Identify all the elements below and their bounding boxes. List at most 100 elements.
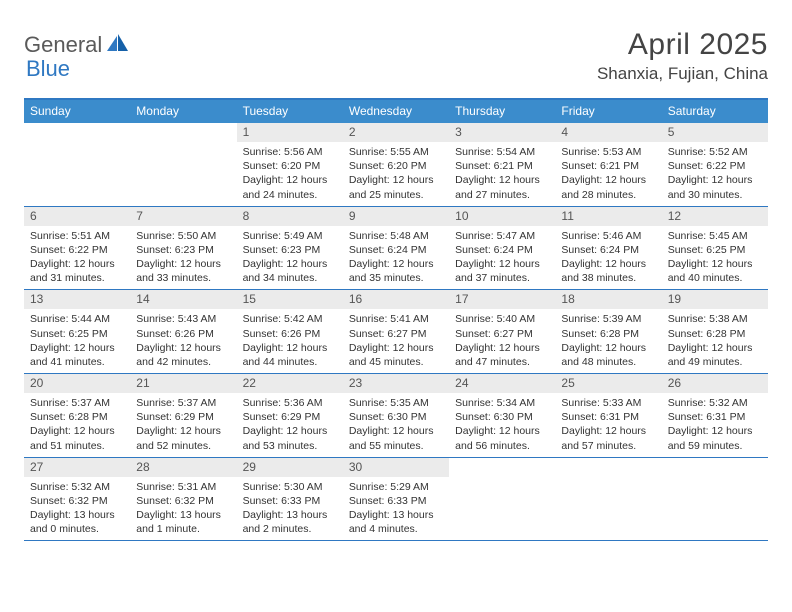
sunset-text: Sunset: 6:25 PM <box>30 327 124 341</box>
empty-cell <box>555 458 661 541</box>
daylight-text: and 49 minutes. <box>668 355 762 369</box>
daylight-text: Daylight: 12 hours <box>561 173 655 187</box>
daylight-text: and 45 minutes. <box>349 355 443 369</box>
day-number: 7 <box>130 207 236 226</box>
sunset-text: Sunset: 6:28 PM <box>561 327 655 341</box>
sunset-text: Sunset: 6:33 PM <box>349 494 443 508</box>
day-header-wed: Wednesday <box>343 100 449 123</box>
sunrise-text: Sunrise: 5:42 AM <box>243 312 337 326</box>
day-cell: 10Sunrise: 5:47 AMSunset: 6:24 PMDayligh… <box>449 207 555 290</box>
day-header-tue: Tuesday <box>237 100 343 123</box>
daylight-text: and 0 minutes. <box>30 522 124 536</box>
sunrise-text: Sunrise: 5:40 AM <box>455 312 549 326</box>
day-cell: 4 Sunrise: 5:53 AMSunset: 6:21 PMDaylight… <box>555 123 661 206</box>
sunset-text: Sunset: 6:33 PM <box>243 494 337 508</box>
day-number: 18 <box>555 290 661 309</box>
sunrise-text: Sunrise: 5:44 AM <box>30 312 124 326</box>
daylight-text: Daylight: 12 hours <box>668 173 762 187</box>
sunrise-text: Sunrise: 5:33 AM <box>561 396 655 410</box>
logo-text-general: General <box>24 32 102 58</box>
page: General April 2025 Shanxia, Fujian, Chin… <box>0 0 792 561</box>
daylight-text: Daylight: 12 hours <box>349 257 443 271</box>
day-body: Sunrise: 5:52 AMSunset: 6:22 PMDaylight:… <box>662 142 768 206</box>
day-body: Sunrise: 5:35 AMSunset: 6:30 PMDaylight:… <box>343 393 449 457</box>
daylight-text: and 41 minutes. <box>30 355 124 369</box>
day-cell: 5Sunrise: 5:52 AMSunset: 6:22 PMDaylight… <box>662 123 768 206</box>
sunrise-text: Sunrise: 5:34 AM <box>455 396 549 410</box>
sunrise-text: Sunrise: 5:31 AM <box>136 480 230 494</box>
daylight-text: and 33 minutes. <box>136 271 230 285</box>
sunrise-text: Sunrise: 5:54 AM <box>455 145 549 159</box>
day-body: Sunrise: 5:39 AMSunset: 6:28 PMDaylight:… <box>555 309 661 373</box>
day-cell: 22Sunrise: 5:36 AMSunset: 6:29 PMDayligh… <box>237 374 343 457</box>
daylight-text: Daylight: 12 hours <box>455 257 549 271</box>
sunrise-text: Sunrise: 5:53 AM <box>561 145 655 159</box>
sunset-text: Sunset: 6:23 PM <box>243 243 337 257</box>
daylight-text: Daylight: 13 hours <box>136 508 230 522</box>
sunset-text: Sunset: 6:21 PM <box>561 159 655 173</box>
day-cell: 1Sunrise: 5:56 AMSunset: 6:20 PMDaylight… <box>237 123 343 206</box>
sunrise-text: Sunrise: 5:32 AM <box>668 396 762 410</box>
day-cell: 30Sunrise: 5:29 AMSunset: 6:33 PMDayligh… <box>343 458 449 541</box>
daylight-text: Daylight: 12 hours <box>668 424 762 438</box>
day-number: 2 <box>343 123 449 142</box>
day-body: Sunrise: 5:42 AMSunset: 6:26 PMDaylight:… <box>237 309 343 373</box>
sunrise-text: Sunrise: 5:43 AM <box>136 312 230 326</box>
sunset-text: Sunset: 6:22 PM <box>30 243 124 257</box>
sunset-text: Sunset: 6:20 PM <box>349 159 443 173</box>
daylight-text: Daylight: 12 hours <box>561 257 655 271</box>
day-body: Sunrise: 5:49 AMSunset: 6:23 PMDaylight:… <box>237 226 343 290</box>
sunrise-text: Sunrise: 5:37 AM <box>30 396 124 410</box>
day-cell: 24Sunrise: 5:34 AMSunset: 6:30 PMDayligh… <box>449 374 555 457</box>
sunset-text: Sunset: 6:20 PM <box>243 159 337 173</box>
daylight-text: Daylight: 12 hours <box>668 257 762 271</box>
sunrise-text: Sunrise: 5:32 AM <box>30 480 124 494</box>
day-number: 16 <box>343 290 449 309</box>
location: Shanxia, Fujian, China <box>597 64 768 84</box>
daylight-text: and 4 minutes. <box>349 522 443 536</box>
sunset-text: Sunset: 6:27 PM <box>349 327 443 341</box>
sunrise-text: Sunrise: 5:36 AM <box>243 396 337 410</box>
day-cell: 25Sunrise: 5:33 AMSunset: 6:31 PMDayligh… <box>555 374 661 457</box>
day-number: 4 <box>555 123 661 142</box>
daylight-text: Daylight: 12 hours <box>349 424 443 438</box>
sunrise-text: Sunrise: 5:56 AM <box>243 145 337 159</box>
logo-line2: Blue <box>25 56 70 82</box>
day-number: 9 <box>343 207 449 226</box>
sunrise-text: Sunrise: 5:38 AM <box>668 312 762 326</box>
day-body: Sunrise: 5:30 AMSunset: 6:33 PMDaylight:… <box>237 477 343 541</box>
week-row: 13Sunrise: 5:44 AMSunset: 6:25 PMDayligh… <box>24 290 768 374</box>
sunrise-text: Sunrise: 5:46 AM <box>561 229 655 243</box>
week-row: 27Sunrise: 5:32 AMSunset: 6:32 PMDayligh… <box>24 458 768 542</box>
week-row: 6Sunrise: 5:51 AMSunset: 6:22 PMDaylight… <box>24 207 768 291</box>
day-cell: 6Sunrise: 5:51 AMSunset: 6:22 PMDaylight… <box>24 207 130 290</box>
day-body: Sunrise: 5:46 AMSunset: 6:24 PMDaylight:… <box>555 226 661 290</box>
day-number: 27 <box>24 458 130 477</box>
daylight-text: and 2 minutes. <box>243 522 337 536</box>
day-cell: 12Sunrise: 5:45 AMSunset: 6:25 PMDayligh… <box>662 207 768 290</box>
day-number: 23 <box>343 374 449 393</box>
day-cell: 23Sunrise: 5:35 AMSunset: 6:30 PMDayligh… <box>343 374 449 457</box>
daylight-text: and 47 minutes. <box>455 355 549 369</box>
daylight-text: Daylight: 13 hours <box>349 508 443 522</box>
daylight-text: Daylight: 13 hours <box>243 508 337 522</box>
sunset-text: Sunset: 6:30 PM <box>455 410 549 424</box>
day-body: Sunrise: 5:55 AMSunset: 6:20 PMDaylight:… <box>343 142 449 206</box>
sunrise-text: Sunrise: 5:49 AM <box>243 229 337 243</box>
day-cell: 11Sunrise: 5:46 AMSunset: 6:24 PMDayligh… <box>555 207 661 290</box>
sunset-text: Sunset: 6:26 PM <box>136 327 230 341</box>
daylight-text: and 53 minutes. <box>243 439 337 453</box>
logo-text-blue: Blue <box>26 56 70 82</box>
day-cell: 28Sunrise: 5:31 AMSunset: 6:32 PMDayligh… <box>130 458 236 541</box>
day-number: 13 <box>24 290 130 309</box>
day-body: Sunrise: 5:47 AMSunset: 6:24 PMDaylight:… <box>449 226 555 290</box>
day-body: Sunrise: 5:41 AMSunset: 6:27 PMDaylight:… <box>343 309 449 373</box>
daylight-text: Daylight: 12 hours <box>455 173 549 187</box>
day-cell: 26Sunrise: 5:32 AMSunset: 6:31 PMDayligh… <box>662 374 768 457</box>
logo-sail-icon <box>107 34 129 57</box>
day-body: Sunrise: 5:54 AMSunset: 6:21 PMDaylight:… <box>449 142 555 206</box>
daylight-text: and 38 minutes. <box>561 271 655 285</box>
daylight-text: and 40 minutes. <box>668 271 762 285</box>
daylight-text: and 42 minutes. <box>136 355 230 369</box>
daylight-text: and 51 minutes. <box>30 439 124 453</box>
